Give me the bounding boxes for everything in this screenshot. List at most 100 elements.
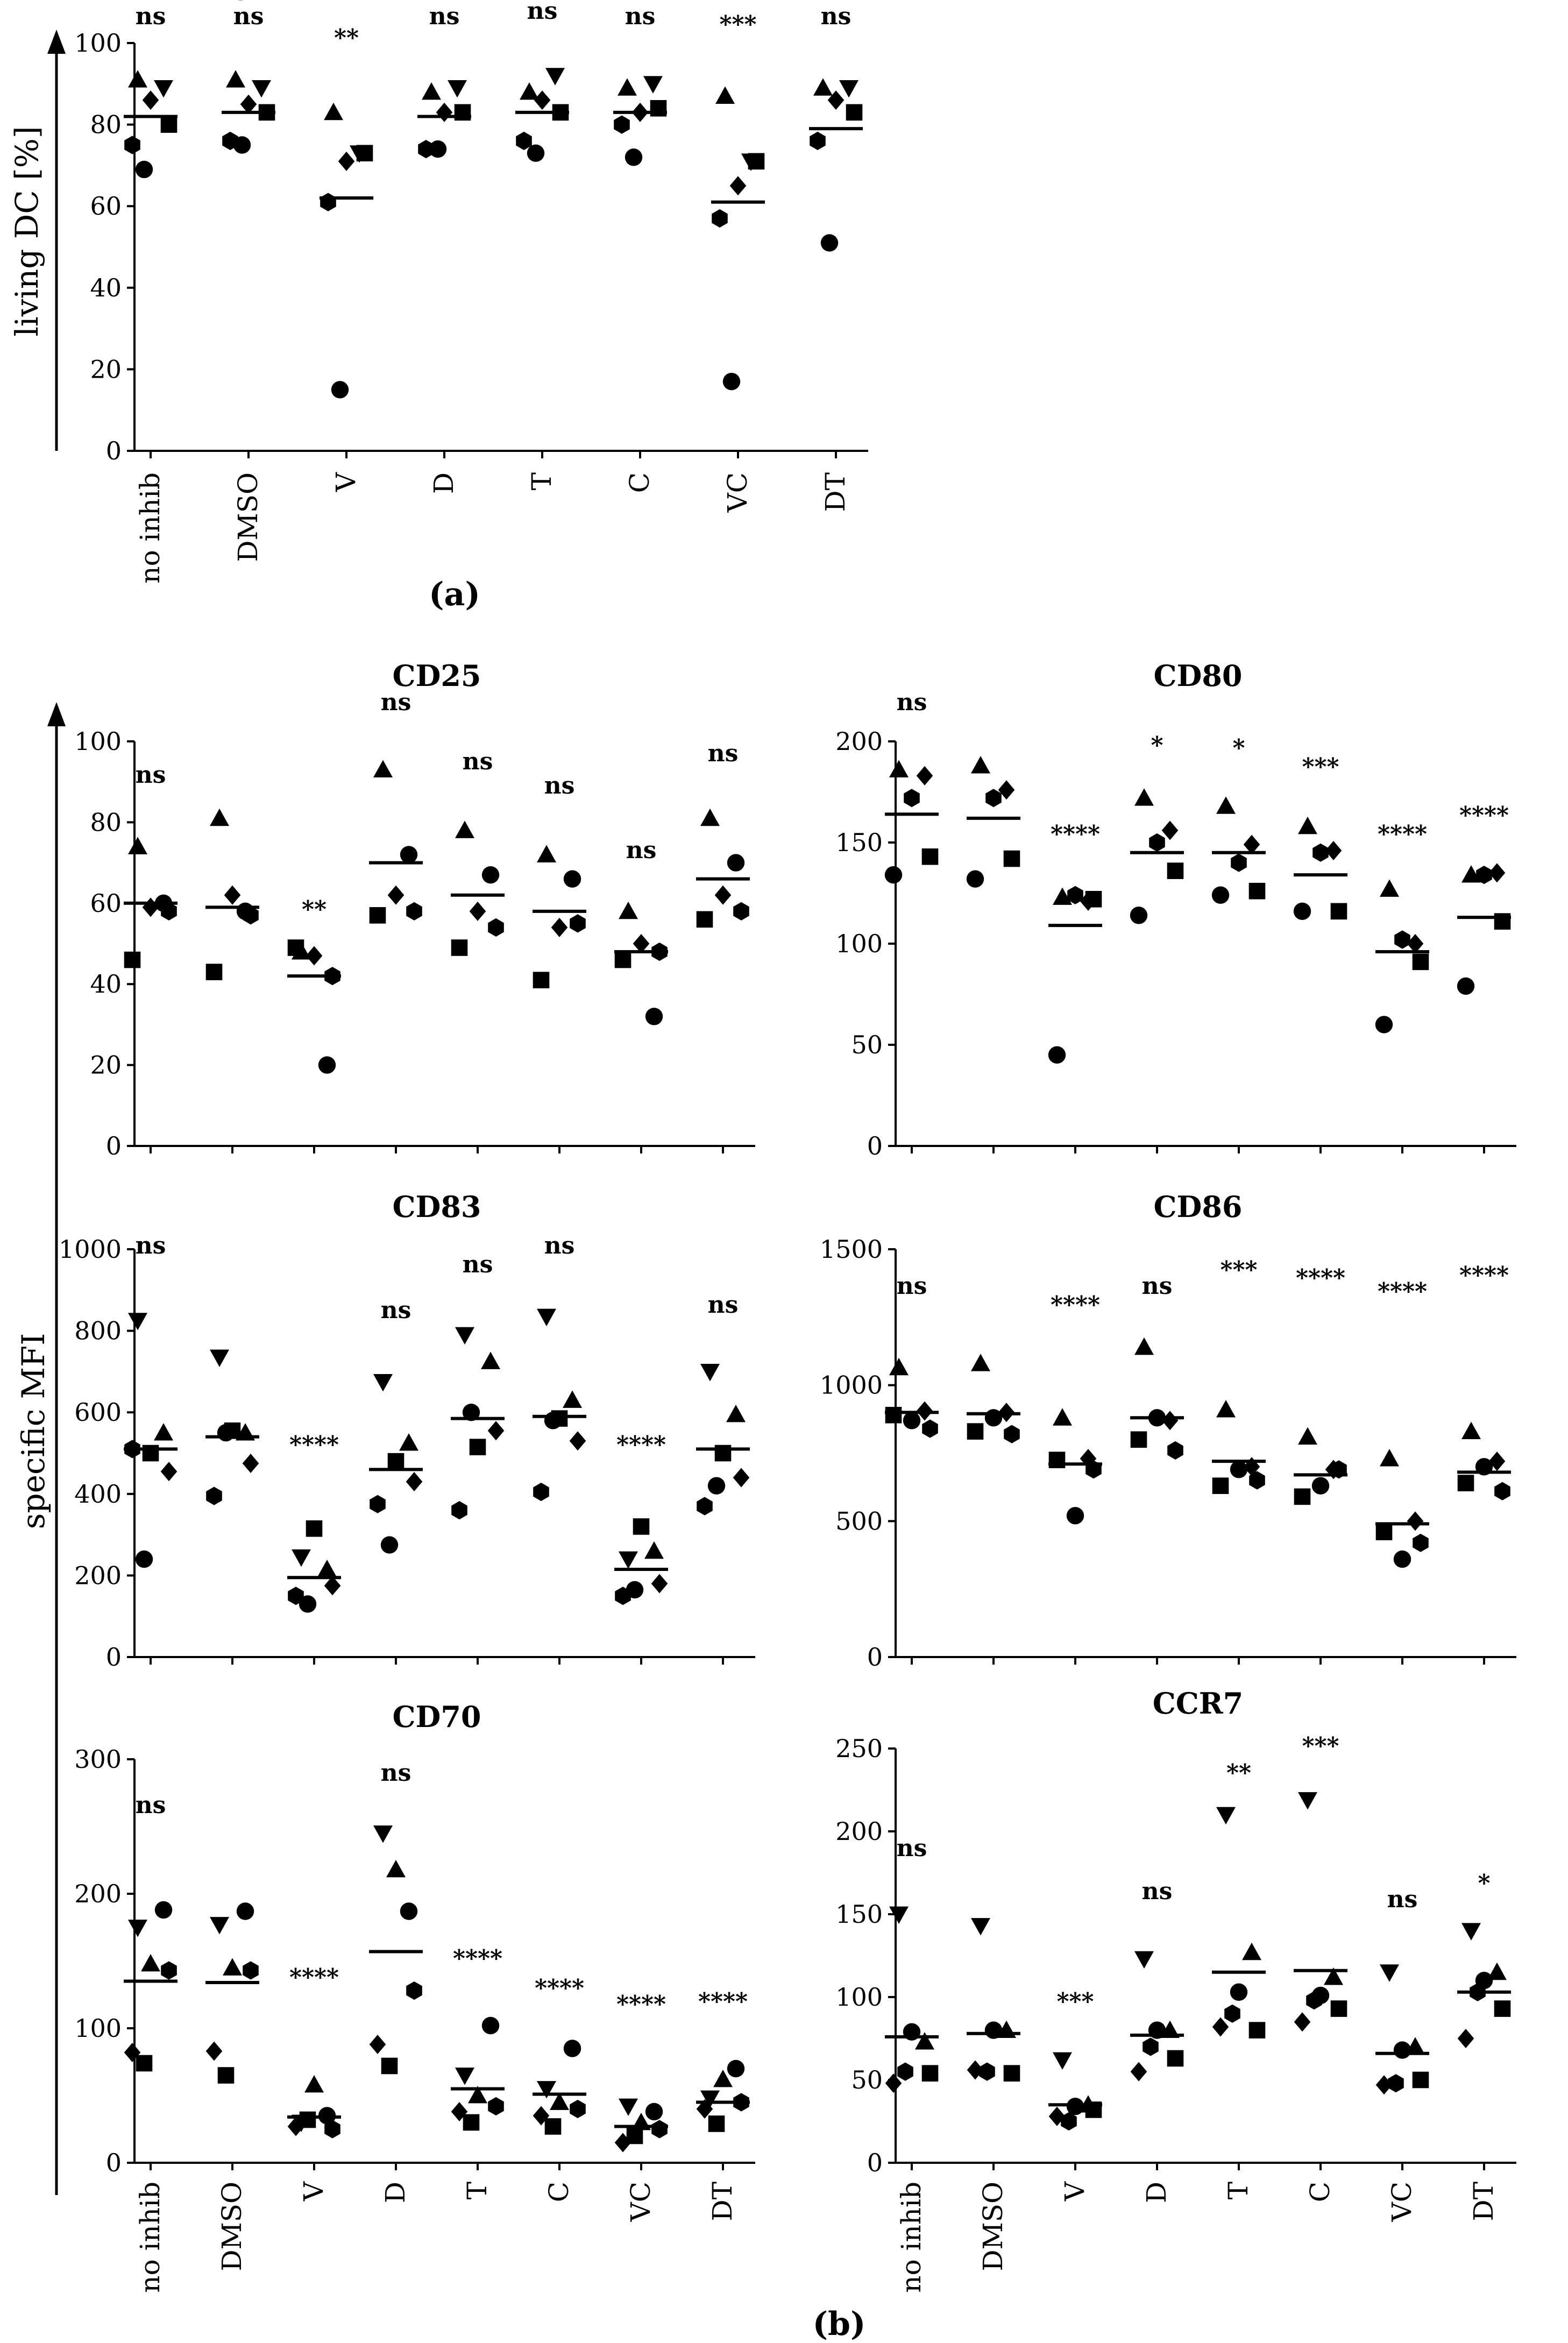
data-point-square: [846, 104, 863, 121]
significance-label: ns: [217, 0, 248, 6]
data-point-inverted-triangle: [619, 2098, 638, 2116]
data-point-inverted-triangle: [537, 2081, 556, 2099]
data-point-inverted-triangle: [619, 1551, 638, 1569]
data-point-square: [205, 964, 223, 980]
significance-label: ****: [1378, 1278, 1427, 1305]
significance-label: ***: [1302, 1732, 1339, 1760]
data-point-inverted-triangle: [210, 1917, 229, 1935]
data-point-diamond: [569, 1431, 586, 1451]
x-tick-label: V: [330, 472, 361, 492]
data-point-hexagon: [320, 193, 336, 211]
data-point-hexagon: [124, 136, 140, 154]
data-point-square: [1330, 903, 1347, 920]
x-tick-label: no inhib: [134, 2182, 166, 2293]
data-point-hexagon: [1306, 1991, 1322, 2010]
data-point-diamond: [205, 2041, 223, 2061]
data-point-square: [1494, 913, 1511, 930]
data-point-diamond: [1325, 841, 1342, 861]
data-point-hexagon: [243, 906, 259, 925]
significance-label: ns: [136, 3, 166, 30]
data-point-diamond: [469, 901, 486, 921]
y-tick-label: 50: [851, 2065, 883, 2094]
data-point-hexagon: [488, 2097, 504, 2116]
data-point-square: [1167, 2050, 1184, 2067]
y-tick-label: 100: [74, 2014, 122, 2043]
y-tick-label: 60: [90, 889, 122, 918]
data-point-triangle: [386, 1860, 406, 1878]
y-tick-label: 800: [74, 1316, 122, 1346]
data-point-triangle: [1461, 865, 1481, 883]
data-point-triangle: [1324, 1967, 1343, 1985]
data-point-circle: [1293, 902, 1311, 921]
data-point-square: [1167, 862, 1184, 879]
data-point-square: [708, 2115, 725, 2132]
data-point-diamond: [142, 90, 159, 110]
chart-title: CD80: [1154, 659, 1243, 693]
data-point-square: [1130, 1431, 1147, 1448]
x-tick-label: C: [543, 2182, 574, 2202]
data-point-triangle: [520, 82, 539, 100]
y-tick-label: 100: [835, 929, 883, 958]
data-point-square: [650, 100, 667, 117]
data-point-circle: [1048, 1046, 1066, 1064]
significance-label: *: [1478, 1870, 1490, 1897]
data-point-triangle: [154, 1423, 173, 1441]
data-point-circle: [722, 372, 741, 391]
data-point-diamond: [714, 885, 732, 905]
significance-label: ***: [1056, 1988, 1094, 2015]
data-point-square: [533, 972, 550, 988]
data-point-diamond: [534, 90, 551, 110]
data-point-square: [369, 907, 386, 924]
data-point-triangle: [1053, 1408, 1072, 1426]
data-point-hexagon: [1312, 843, 1329, 862]
data-point-circle: [1393, 1550, 1411, 1568]
y-tick-label: 1500: [820, 1235, 883, 1264]
significance-label: ns: [897, 1835, 927, 1862]
data-point-circle: [903, 1412, 921, 1429]
data-point-triangle: [468, 2086, 487, 2104]
data-point-hexagon: [570, 914, 586, 933]
data-point-hexagon: [406, 902, 422, 921]
data-point-triangle: [644, 1541, 664, 1559]
data-point-diamond: [533, 2106, 550, 2126]
data-point-diamond: [1294, 2012, 1311, 2032]
data-point-diamond: [406, 1472, 423, 1492]
data-point-diamond: [338, 151, 355, 171]
data-point-hexagon: [1231, 853, 1247, 872]
data-point-circle: [966, 870, 984, 888]
significance-label: ns: [136, 761, 166, 789]
data-point-inverted-triangle: [889, 1906, 909, 1924]
significance-label: ns: [897, 1272, 927, 1300]
data-point-circle: [429, 140, 447, 158]
data-point-triangle: [317, 1560, 337, 1577]
data-point-diamond: [1488, 863, 1506, 883]
data-point-square: [921, 2065, 939, 2082]
x-tick-label: DT: [820, 472, 851, 512]
panel-label-a: (a): [429, 576, 480, 613]
y-tick-label: 40: [90, 969, 122, 999]
significance-label: ****: [289, 1431, 339, 1459]
data-point-triangle: [373, 760, 393, 778]
data-point-triangle: [700, 808, 720, 826]
data-point-diamond: [240, 94, 257, 114]
data-point-diamond: [998, 780, 1015, 800]
data-point-diamond: [487, 1421, 505, 1441]
data-point-triangle: [1380, 879, 1399, 897]
y-tick-label: 0: [106, 2148, 122, 2177]
y-tick-label: 60: [90, 192, 122, 221]
data-point-triangle: [971, 1354, 990, 1371]
data-point-diamond: [287, 2117, 304, 2136]
data-point-hexagon: [1067, 886, 1083, 904]
data-point-diamond: [1243, 834, 1260, 854]
significance-label: ****: [1378, 820, 1427, 848]
data-point-diamond: [387, 885, 405, 905]
y-tick-label: 100: [74, 727, 122, 756]
data-point-triangle: [889, 760, 909, 778]
ylabel-b: specific MFI: [15, 1333, 52, 1529]
data-point-circle: [984, 1409, 1003, 1427]
y-tick-label: 0: [867, 1643, 883, 1672]
data-point-inverted-triangle: [1298, 1792, 1317, 1810]
data-point-triangle: [889, 1357, 909, 1376]
